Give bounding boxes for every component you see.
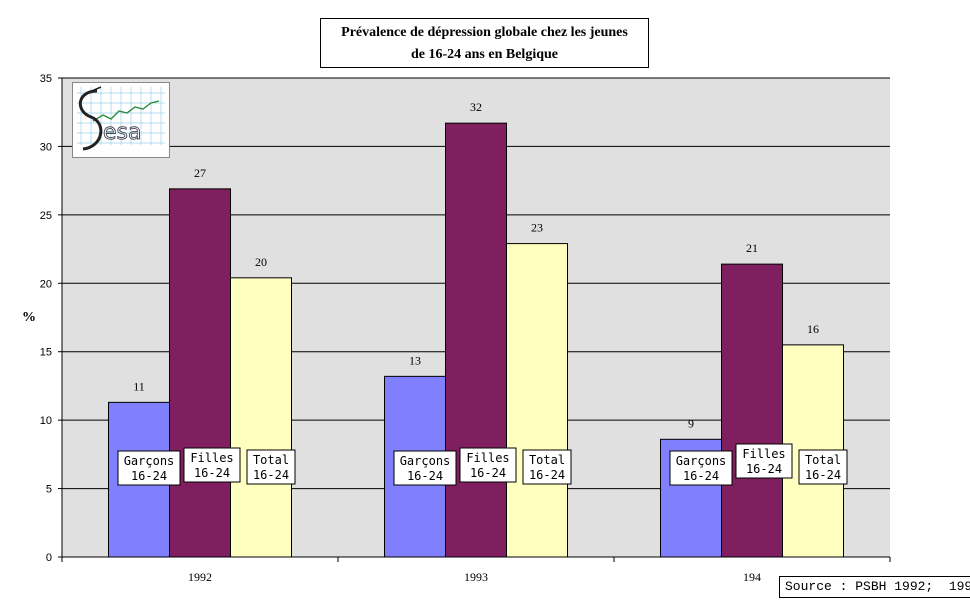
- data-label: 16: [807, 322, 819, 336]
- data-label: 20: [255, 255, 267, 269]
- data-label: 23: [531, 221, 543, 235]
- y-axis-label: %: [22, 310, 36, 325]
- data-label: 13: [409, 353, 421, 367]
- series-label-text: 16-24: [746, 462, 782, 476]
- series-label-text: 16-24: [529, 468, 565, 482]
- series-label-text: Garçons: [400, 454, 451, 468]
- y-tick-label: 35: [40, 73, 52, 85]
- series-label-box-bg: [459, 447, 517, 483]
- x-tick-label: 1992: [188, 570, 212, 584]
- x-tick-label: 1993: [464, 570, 488, 584]
- series-label-text: Filles: [466, 451, 509, 465]
- bar: [721, 263, 783, 558]
- chart-title-line-1: Prévalence de dépression globale chez le…: [341, 25, 628, 40]
- series-label-text: Total: [805, 453, 841, 467]
- bar: [230, 277, 292, 558]
- chart-title-line-2: de 16-24 ans en Belgique: [410, 47, 558, 62]
- series-label-text: Total: [253, 453, 289, 467]
- series-label-text: 16-24: [470, 466, 506, 480]
- source-note: Source : PSBH 1992; 1995: [779, 576, 970, 598]
- y-tick-label: 5: [46, 484, 52, 496]
- y-tick-label: 15: [40, 347, 52, 359]
- series-label-text: 16-24: [407, 469, 443, 483]
- data-label: 32: [470, 100, 482, 114]
- y-tick-label: 30: [40, 141, 52, 153]
- series-label-box-bg: [735, 443, 793, 479]
- series-label-text: Filles: [742, 447, 785, 461]
- sesa-logo: esa: [72, 82, 170, 158]
- series-label-box-bg: [522, 449, 572, 485]
- y-tick-label: 0: [46, 552, 52, 564]
- series-label-box-bg: [183, 447, 241, 483]
- bar: [445, 122, 507, 558]
- series-label-box-bg: [669, 450, 733, 486]
- bar: [169, 188, 231, 558]
- series-label-text: 16-24: [253, 468, 289, 482]
- bar: [506, 243, 568, 558]
- x-tick-label: 194: [743, 570, 761, 584]
- series-label-text: 16-24: [194, 466, 230, 480]
- axes: 0 5 10 15 20 25 30 35 1992 1993 194: [40, 73, 891, 584]
- series-label-text: 16-24: [683, 469, 719, 483]
- series-label-text: 16-24: [805, 468, 841, 482]
- series-label-box-bg: [393, 450, 457, 486]
- data-labels: 11 27 20 13 32 23 9 21 16: [133, 100, 819, 430]
- series-label-text: Filles: [190, 451, 233, 465]
- y-tick-label: 20: [40, 278, 52, 290]
- series-label-text: Garçons: [676, 454, 727, 468]
- series-label-box-bg: [117, 450, 181, 486]
- series-label-text: Total: [529, 453, 565, 467]
- sesa-logo-icon: esa: [77, 86, 165, 151]
- y-tick-label: 25: [40, 210, 52, 222]
- data-label: 21: [746, 241, 758, 255]
- data-label: 11: [133, 379, 145, 393]
- y-tick-label: 10: [40, 415, 52, 427]
- data-label: 27: [194, 166, 206, 180]
- chart-title: Prévalence de dépression globale chez le…: [320, 18, 649, 68]
- series-label-text: Garçons: [124, 454, 175, 468]
- data-label: 9: [688, 416, 694, 430]
- svg-text:esa: esa: [103, 120, 141, 145]
- series-label-box-bg: [798, 449, 848, 485]
- series-label-box-bg: [246, 449, 296, 485]
- series-label-text: 16-24: [131, 469, 167, 483]
- series-label-boxes: Garçons16-24Filles16-24Total16-24Garçons…: [117, 443, 848, 486]
